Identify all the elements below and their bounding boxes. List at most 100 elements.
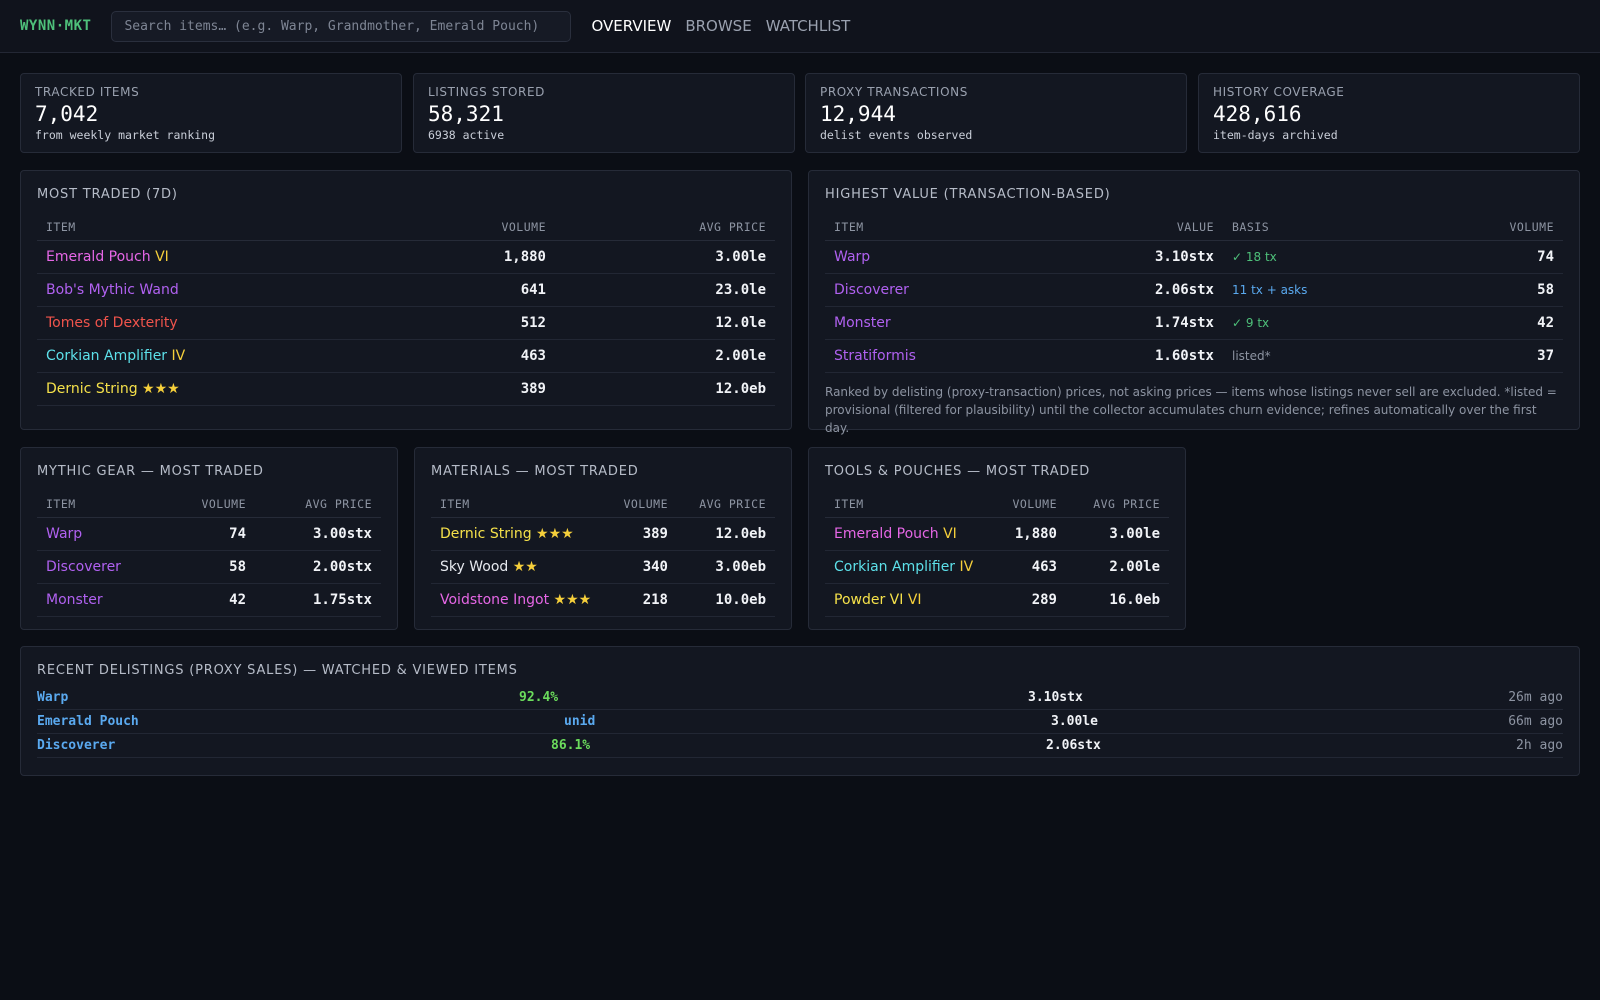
col-header-volume: VOLUME [1423,214,1563,241]
col-header-volume: VOLUME [997,491,1066,518]
delisting-detail: 86.1% [551,738,591,753]
top-bar: WYNN·MKT OVERVIEW BROWSE WATCHLIST [0,0,1600,53]
volume-cell: 74 [1423,240,1563,274]
delisting-detail: unid [564,714,596,729]
item-name[interactable]: Corkian Amplifier [46,347,168,364]
item-cell[interactable]: Monster [825,306,1050,340]
item-name[interactable]: Bob's Mythic Wand [46,281,179,298]
volume-cell: 58 [167,550,255,584]
table-row[interactable]: Discoverer 2.06stx 11 tx + asks 58 [825,273,1563,307]
table-row[interactable]: Voidstone Ingot ★★★ 218 10.0eb [431,583,775,617]
item-name[interactable]: Tomes of Dexterity [46,314,178,331]
highest-value-panel: HIGHEST VALUE (TRANSACTION-BASED) ITEM V… [808,170,1580,435]
item-name[interactable]: Stratiformis [834,347,916,364]
table-row[interactable]: Stratiformis 1.60stx listed* 37 [825,339,1563,373]
avg-price-cell: 12.0eb [677,517,775,551]
stat-sub: 6938 active [428,128,505,142]
nav-overview[interactable]: OVERVIEW [591,17,672,35]
item-cell[interactable]: Corkian Amplifier IV [37,339,408,373]
col-header-volume: VOLUME [407,214,555,241]
table-row[interactable]: Tomes of Dexterity 512 12.0le [37,306,775,340]
table-row[interactable]: Emerald Pouch VI 1,880 3.00le [37,240,775,274]
list-item[interactable]: Warp 92.4% 3.10stx 26m ago [37,686,1563,710]
item-cell[interactable]: Corkian Amplifier IV [825,550,998,584]
volume-cell: 74 [167,517,255,551]
table-row[interactable]: Warp 3.10stx ✓ 18 tx 74 [825,240,1563,274]
item-name[interactable]: Monster [834,314,891,331]
item-cell[interactable]: Dernic String ★★★ [37,372,408,406]
volume-cell: 512 [407,306,555,340]
basis-cell: ✓ 18 tx [1223,240,1423,274]
item-name[interactable]: Dernic String [440,525,532,542]
item-name[interactable]: Warp [834,248,871,265]
nav-watchlist[interactable]: WATCHLIST [765,17,851,35]
item-cell[interactable]: Monster [37,583,168,617]
delisting-item-name[interactable]: Emerald Pouch [37,714,139,729]
item-cell[interactable]: Bob's Mythic Wand [37,273,408,307]
ranking-note: Ranked by delisting (proxy-transaction) … [825,384,1557,435]
col-header-avg-price: AVG PRICE [255,491,381,518]
table-row[interactable]: Discoverer 58 2.00stx [37,550,381,584]
item-cell[interactable]: Warp [825,240,1050,274]
tools-pouches-panel: TOOLS & POUCHES — MOST TRADED ITEM VOLUM… [808,447,1186,630]
item-name[interactable]: Monster [46,591,103,608]
item-name[interactable]: Powder VI [834,591,904,608]
item-tier: ★★★ [549,591,592,608]
table-row[interactable]: Powder VI VI 289 16.0eb [825,583,1169,617]
delisting-item-name[interactable]: Discoverer [37,738,116,753]
item-cell[interactable]: Tomes of Dexterity [37,306,408,340]
delisting-item-name[interactable]: Warp [37,690,69,705]
item-name[interactable]: Discoverer [46,558,121,575]
stat-value: 428,616 [1213,102,1302,126]
item-cell[interactable]: Warp [37,517,168,551]
item-cell[interactable]: Voidstone Ingot ★★★ [431,583,611,617]
list-item[interactable]: Discoverer 86.1% 2.06stx 2h ago [37,734,1563,758]
search-input[interactable] [111,10,572,42]
table-row[interactable]: Bob's Mythic Wand 641 23.0le [37,273,775,307]
table-row[interactable]: Dernic String ★★★ 389 12.0eb [431,517,775,551]
item-cell[interactable]: Stratiformis [825,339,1050,373]
avg-price-cell: 2.00le [1066,550,1169,584]
volume-cell: 37 [1423,339,1563,373]
item-cell[interactable]: Emerald Pouch VI [37,240,408,274]
list-item[interactable]: Emerald Pouch unid 3.00le 66m ago [37,710,1563,734]
table-row[interactable]: Emerald Pouch VI 1,880 3.00le [825,517,1169,551]
item-name[interactable]: Sky Wood [440,558,509,575]
item-name[interactable]: Voidstone Ingot [440,591,550,608]
item-cell[interactable]: Discoverer [825,273,1050,307]
avg-price-cell: 3.00stx [255,517,381,551]
table-row[interactable]: Warp 74 3.00stx [37,517,381,551]
table-row[interactable]: Dernic String ★★★ 389 12.0eb [37,372,775,406]
item-name[interactable]: Discoverer [834,281,909,298]
logo[interactable]: WYNN·MKT [20,18,92,34]
volume-cell: 218 [610,583,677,617]
item-name[interactable]: Dernic String [46,380,138,397]
item-cell[interactable]: Sky Wood ★★ [431,550,611,584]
volume-cell: 389 [407,372,555,406]
avg-price-cell: 3.00le [555,240,775,274]
table-row[interactable]: Monster 42 1.75stx [37,583,381,617]
stat-label: LISTINGS STORED [428,85,545,99]
table-row[interactable]: Corkian Amplifier IV 463 2.00le [37,339,775,373]
basis-cell: ✓ 9 tx [1223,306,1423,340]
item-tier: ★★★ [531,525,574,542]
col-header-item: ITEM [431,491,611,518]
avg-price-cell: 12.0le [555,306,775,340]
item-name[interactable]: Emerald Pouch [834,525,939,542]
stat-value: 7,042 [35,102,99,126]
item-name[interactable]: Corkian Amplifier [834,558,956,575]
item-name[interactable]: Warp [46,525,83,542]
item-tier: IV [167,347,186,364]
item-name[interactable]: Emerald Pouch [46,248,151,265]
item-cell[interactable]: Dernic String ★★★ [431,517,611,551]
table-row[interactable]: Corkian Amplifier IV 463 2.00le [825,550,1169,584]
item-tier: ★★ [508,558,538,575]
item-cell[interactable]: Emerald Pouch VI [825,517,998,551]
table-row[interactable]: Monster 1.74stx ✓ 9 tx 42 [825,306,1563,340]
table-row[interactable]: Sky Wood ★★ 340 3.00eb [431,550,775,584]
item-cell[interactable]: Powder VI VI [825,583,998,617]
item-cell[interactable]: Discoverer [37,550,168,584]
delisting-time: 66m ago [1508,714,1563,729]
nav-browse[interactable]: BROWSE [685,17,752,35]
item-tier: VI [938,525,957,542]
